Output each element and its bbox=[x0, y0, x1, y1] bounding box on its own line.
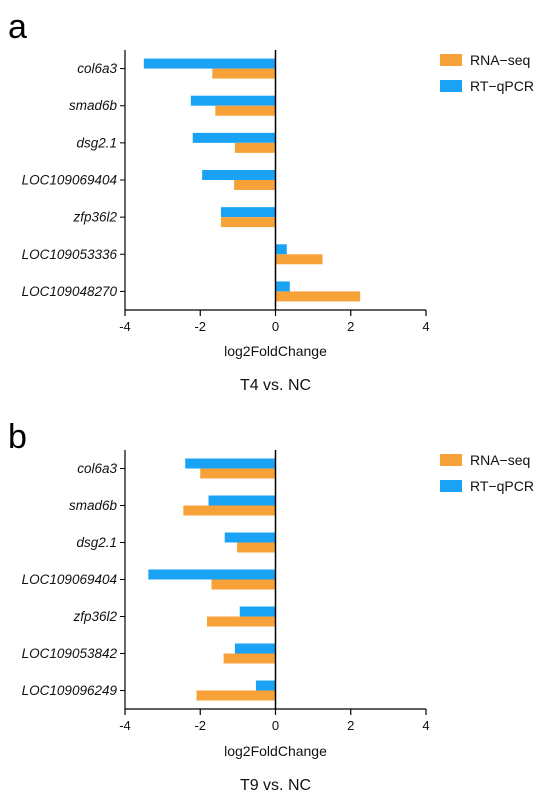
legend-label-rna-seq: RNA−seq bbox=[470, 452, 530, 468]
y-tick-label: LOC109069404 bbox=[22, 173, 117, 188]
rt-qpcr-bar-dsg2-1 bbox=[192, 132, 276, 143]
legend-label-rna-seq: RNA−seq bbox=[470, 52, 530, 68]
x-tick-label: 0 bbox=[272, 319, 279, 334]
rt-qpcr-bar-loc109053336 bbox=[275, 244, 287, 255]
rna-seq-bar-col6a3 bbox=[200, 468, 276, 479]
rna-seq-bar-loc109048270 bbox=[275, 291, 361, 302]
rna-seq-bar-loc109069404 bbox=[234, 180, 276, 190]
y-tick-label: zfp36l2 bbox=[72, 609, 117, 624]
rna-seq-bar-smad6b bbox=[183, 505, 276, 516]
x-tick-label: -4 bbox=[119, 319, 131, 334]
x-tick-label: -4 bbox=[119, 718, 131, 733]
y-tick-label: LOC109053336 bbox=[22, 247, 118, 262]
x-axis-title: log2FoldChange bbox=[224, 743, 327, 759]
rt-qpcr-bar-loc109069404 bbox=[148, 569, 276, 580]
x-tick-label: 2 bbox=[347, 718, 354, 733]
rna-seq-bar-zfp36l2 bbox=[207, 616, 276, 627]
y-tick-label: LOC109048270 bbox=[22, 284, 118, 299]
y-tick-label: smad6b bbox=[69, 498, 118, 513]
rna-seq-bar-smad6b bbox=[215, 105, 276, 116]
panel-label: b bbox=[8, 418, 27, 456]
legend-label-rt-qpcr: RT−qPCR bbox=[470, 478, 534, 494]
y-tick-label: LOC109096249 bbox=[22, 683, 118, 698]
rt-qpcr-bar-loc109053842 bbox=[234, 643, 276, 654]
y-tick-label: zfp36l2 bbox=[72, 210, 117, 225]
y-tick-label: smad6b bbox=[69, 98, 118, 113]
comparison-caption: T4 vs. NC bbox=[240, 377, 311, 394]
legend: RNA−seq RT−qPCR bbox=[440, 52, 534, 94]
rna-seq-bar-loc109053842 bbox=[223, 653, 276, 664]
y-tick-label: LOC109069404 bbox=[22, 572, 117, 587]
rt-qpcr-bar-col6a3 bbox=[143, 58, 276, 69]
y-tick-label: dsg2.1 bbox=[76, 135, 117, 150]
x-tick-label: -2 bbox=[194, 319, 206, 334]
chart-panel-b: b col6a3 smad6b dsg2.1 LOC109069404 zfp36l2 LO… bbox=[8, 418, 534, 794]
rt-qpcr-bar-loc109069404 bbox=[202, 170, 276, 180]
x-tick-label: 2 bbox=[347, 319, 354, 334]
rt-qpcr-bar-dsg2-1 bbox=[224, 532, 276, 543]
y-tick-label: dsg2.1 bbox=[76, 535, 117, 550]
x-tick-label: 4 bbox=[422, 718, 429, 733]
x-tick-label: 0 bbox=[272, 718, 279, 733]
panel-label: a bbox=[8, 8, 27, 46]
legend-swatch-rt-qpcr bbox=[440, 480, 462, 492]
legend: RNA−seq RT−qPCR bbox=[440, 452, 534, 494]
rna-seq-bar-dsg2-1 bbox=[234, 142, 276, 153]
x-axis-title: log2FoldChange bbox=[224, 343, 327, 359]
rt-qpcr-bar-zfp36l2 bbox=[239, 606, 276, 617]
rt-qpcr-bar-smad6b bbox=[190, 95, 276, 106]
rna-seq-bar-zfp36l2 bbox=[220, 217, 276, 228]
legend-swatch-rna-seq bbox=[440, 454, 462, 466]
y-tick-label: col6a3 bbox=[77, 461, 117, 476]
y-tick-label: LOC109053842 bbox=[22, 646, 118, 661]
legend-swatch-rna-seq bbox=[440, 54, 462, 66]
x-tick-label: 4 bbox=[422, 319, 429, 334]
legend-label-rt-qpcr: RT−qPCR bbox=[470, 78, 534, 94]
y-tick-label: col6a3 bbox=[77, 61, 117, 76]
rt-qpcr-bar-loc109048270 bbox=[275, 281, 290, 292]
comparison-caption: T9 vs. NC bbox=[240, 777, 311, 794]
x-tick-label: -2 bbox=[194, 718, 206, 733]
rt-qpcr-bar-col6a3 bbox=[185, 458, 276, 469]
rna-seq-bar-loc109053336 bbox=[275, 254, 323, 265]
rna-seq-bar-loc109069404 bbox=[211, 579, 276, 590]
rna-seq-bar-dsg2-1 bbox=[237, 542, 276, 553]
rt-qpcr-bar-zfp36l2 bbox=[220, 207, 276, 218]
rna-seq-bar-loc109096249 bbox=[196, 690, 276, 701]
legend-swatch-rt-qpcr bbox=[440, 80, 462, 92]
rt-qpcr-bar-loc109096249 bbox=[255, 680, 276, 691]
rna-seq-bar-col6a3 bbox=[212, 68, 276, 79]
chart-panel-a: a col6a3 smad6b dsg2.1 LOC109069404 zfp36l2 LO… bbox=[8, 8, 534, 394]
rt-qpcr-bar-smad6b bbox=[208, 495, 276, 506]
